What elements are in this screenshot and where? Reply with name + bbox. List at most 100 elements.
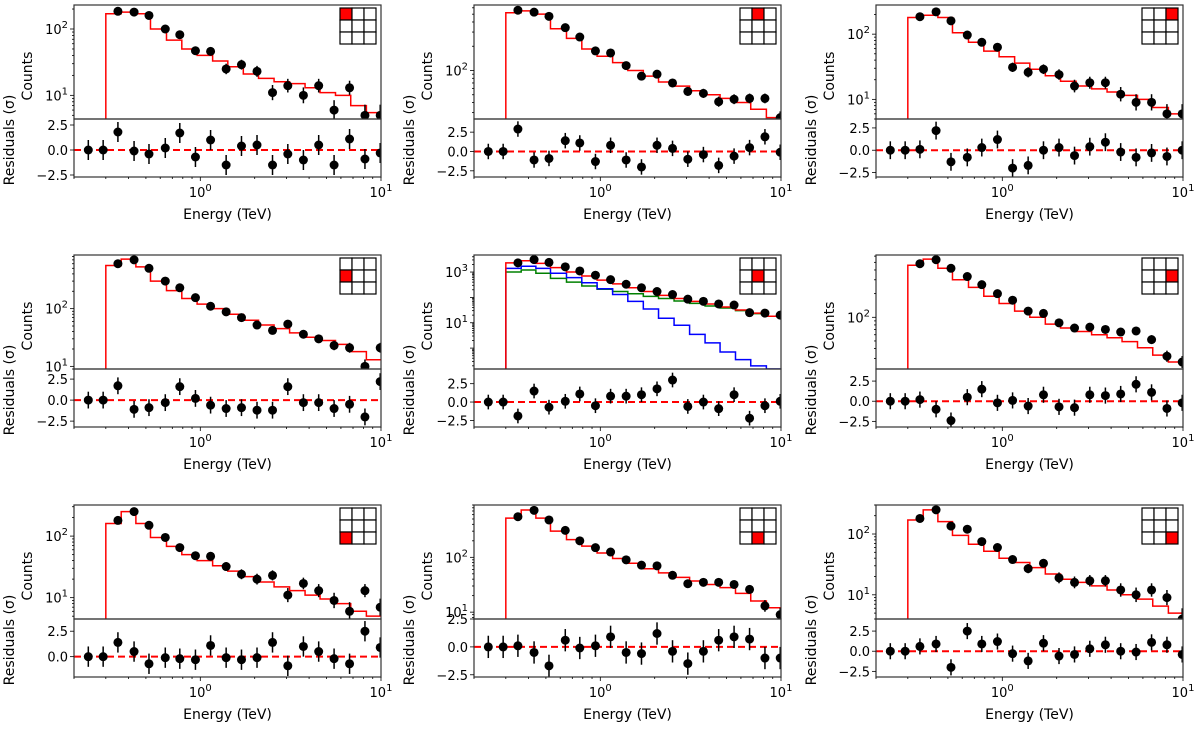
y-tick-label: 101 (847, 586, 870, 604)
data-point (714, 299, 724, 309)
residual-point (698, 150, 708, 160)
y-tick-label: 101 (445, 314, 468, 332)
residual-tick-label: 2.5 (47, 119, 68, 134)
x-axis-label: Energy (TeV) (583, 207, 672, 223)
data-point (1116, 585, 1126, 595)
data-point (252, 574, 262, 584)
data-point (283, 590, 293, 600)
residual-point (1023, 160, 1033, 170)
inset-cell (1141, 257, 1155, 271)
inset-region-grid (739, 507, 777, 545)
residual-point (636, 162, 646, 172)
residual-point (329, 160, 339, 170)
panel-top-center: 102 2.5 0.0 −2.5 100 101 Energy (TeV) CountsRes… (402, 4, 792, 223)
residual-tick-label: 0.0 (447, 396, 468, 411)
data-point (606, 48, 616, 58)
residual-point (160, 653, 170, 663)
residual-point (668, 646, 678, 656)
residual-point (236, 655, 246, 665)
residual-axes-frame (473, 618, 782, 678)
residual-point (1162, 640, 1172, 650)
residual-axes-frame (473, 118, 782, 178)
residual-point (483, 146, 493, 156)
x-tick-label: 100 (189, 433, 212, 451)
residual-point (360, 626, 370, 636)
data-point (775, 310, 781, 320)
residual-tick-label: −2.5 (436, 414, 468, 429)
residual-point (206, 640, 216, 650)
data-point (283, 81, 293, 91)
inset-cell (1141, 519, 1155, 533)
data-point (206, 46, 216, 56)
residual-axis-label: Residuals (σ) (402, 595, 418, 686)
panel-middle-right: 102 2.5 0.0 −2.5 100 101 Energy (TeV) CountsRes… (804, 254, 1194, 473)
data-point (1023, 564, 1033, 574)
data-point (714, 577, 724, 587)
residual-tick-label: −2.5 (838, 167, 870, 182)
residual-point (745, 143, 755, 153)
residual-point (283, 661, 293, 671)
residual-point (1131, 647, 1141, 657)
residual-point (1023, 656, 1033, 666)
y-axis-label: Counts (822, 302, 838, 351)
residual-axes-frame (73, 368, 382, 428)
data-point (1100, 78, 1110, 88)
residual-point (668, 143, 678, 153)
residual-point (513, 124, 523, 134)
data-point (221, 307, 231, 317)
data-point (1147, 335, 1157, 345)
x-axis-label: Energy (TeV) (583, 457, 672, 473)
data-point (977, 37, 987, 47)
data-point (760, 93, 770, 103)
inset-cell (1165, 257, 1179, 271)
residual-tick-label: 2.5 (849, 375, 870, 390)
residual-point (636, 390, 646, 400)
residual-tick-label: 0.0 (47, 394, 68, 409)
residual-point (775, 653, 781, 663)
residual-point (283, 382, 293, 392)
residual-axes-frame (473, 368, 782, 428)
inset-cell (363, 507, 377, 521)
residual-point (268, 405, 278, 415)
y-axis-label: Counts (822, 552, 838, 601)
residual-point (683, 659, 693, 669)
residual-point (98, 145, 108, 155)
x-tick-label: 101 (770, 683, 793, 701)
residual-point (775, 147, 781, 157)
y-tick-label: 102 (847, 25, 870, 43)
data-point (190, 46, 200, 56)
inset-cell-selected (339, 7, 353, 21)
inset-cell (363, 19, 377, 33)
inset-cell (1141, 31, 1155, 45)
residual-point (590, 157, 600, 167)
residual-point (206, 135, 216, 145)
y-tick-label: 103 (445, 263, 468, 281)
residual-point (621, 155, 631, 165)
residual-point (314, 647, 324, 657)
x-axis-label: Energy (TeV) (183, 457, 272, 473)
residual-point (575, 389, 585, 399)
residual-axis-label: Residuals (σ) (2, 95, 18, 186)
residual-point (652, 384, 662, 394)
x-tick-label: 100 (189, 683, 212, 701)
residual-tick-label: 0.0 (47, 651, 68, 666)
data-point (977, 280, 987, 290)
data-point (560, 23, 570, 33)
inset-cell (1165, 519, 1179, 533)
residual-point (992, 135, 1002, 145)
data-point (175, 543, 185, 553)
residual-tick-label: −2.5 (436, 165, 468, 180)
data-point (298, 329, 308, 339)
residual-point (1070, 403, 1080, 413)
residual-point (498, 397, 508, 407)
data-point (283, 319, 293, 329)
residual-point (144, 403, 154, 413)
residual-point (113, 637, 123, 647)
inset-cell (739, 7, 753, 21)
residual-point (1038, 390, 1048, 400)
data-point (575, 266, 585, 276)
residual-point (729, 390, 739, 400)
inset-cell (739, 19, 753, 33)
data-point (1177, 357, 1183, 367)
data-point (1177, 109, 1183, 119)
